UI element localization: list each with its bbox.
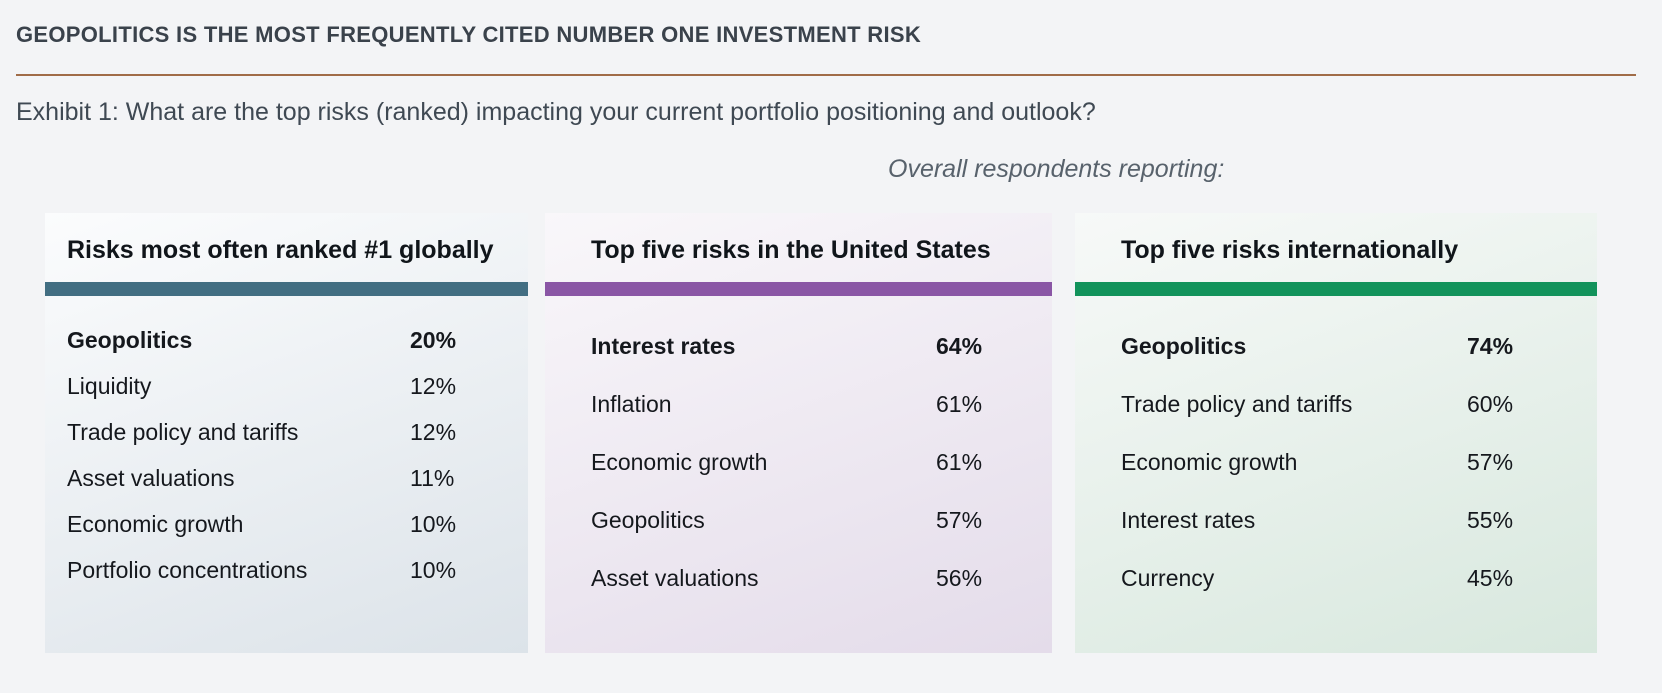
panel-us-risks: Top five risks in the United States Inte… bbox=[545, 213, 1052, 653]
risk-label: Economic growth bbox=[1121, 448, 1298, 475]
table-row: Geopolitics 20% bbox=[67, 317, 506, 363]
risk-value: 12% bbox=[410, 372, 457, 399]
risk-label: Trade policy and tariffs bbox=[1121, 390, 1353, 417]
table-row: Asset valuations 11% bbox=[67, 455, 506, 501]
panel-rows: Geopolitics 74% Trade policy and tariffs 60… bbox=[1121, 317, 1551, 607]
risk-value: 64% bbox=[936, 332, 983, 359]
risk-label: Liquidity bbox=[67, 372, 152, 399]
risk-label: Interest rates bbox=[1121, 506, 1256, 533]
risk-label: Geopolitics bbox=[591, 506, 705, 533]
risk-value: 61% bbox=[936, 448, 983, 475]
risk-label: Interest rates bbox=[591, 332, 736, 359]
risk-label: Asset valuations bbox=[67, 464, 235, 491]
table-row: Currency 45% bbox=[1121, 549, 1551, 607]
panel-title: Top five risks in the United States bbox=[591, 236, 991, 264]
panel-rows: Interest rates 64% Inflation 61% Economic gr… bbox=[591, 317, 1006, 607]
risk-value: 10% bbox=[410, 556, 457, 583]
risk-label: Economic growth bbox=[591, 448, 768, 475]
risk-label: Geopolitics bbox=[1121, 332, 1247, 359]
table-row: Inflation 61% bbox=[591, 375, 1006, 433]
panel-global-risks: Risks most often ranked #1 globally Geop… bbox=[45, 213, 528, 653]
risk-value: 55% bbox=[1467, 506, 1514, 533]
table-row: Asset valuations 56% bbox=[591, 549, 1006, 607]
risk-value: 61% bbox=[936, 390, 983, 417]
title-rule bbox=[16, 74, 1636, 76]
table-row: Interest rates 64% bbox=[591, 317, 1006, 375]
risk-value: 45% bbox=[1467, 564, 1514, 591]
risk-value: 74% bbox=[1467, 332, 1514, 359]
exhibit-caption: Exhibit 1: What are the top risks (ranke… bbox=[16, 98, 1096, 126]
risk-value: 20% bbox=[410, 326, 457, 353]
table-row: Liquidity 12% bbox=[67, 363, 506, 409]
risk-label: Geopolitics bbox=[67, 326, 193, 353]
risk-label: Asset valuations bbox=[591, 564, 759, 591]
risk-value: 11% bbox=[410, 464, 455, 491]
table-row: Portfolio concentrations 10% bbox=[67, 547, 506, 593]
risk-value: 60% bbox=[1467, 390, 1514, 417]
panel-international-risks: Top five risks internationally Geopoliti… bbox=[1075, 213, 1597, 653]
risk-value: 57% bbox=[1467, 448, 1514, 475]
table-row: Geopolitics 57% bbox=[591, 491, 1006, 549]
panel-title: Top five risks internationally bbox=[1121, 236, 1459, 264]
panel-title: Risks most often ranked #1 globally bbox=[67, 236, 494, 264]
panel-rows: Geopolitics 20% Liquidity 12% Trade policy a… bbox=[67, 317, 506, 593]
risk-value: 10% bbox=[410, 510, 457, 537]
respondents-note: Overall respondents reporting: bbox=[888, 155, 1225, 183]
risk-label: Inflation bbox=[591, 390, 672, 417]
risk-value: 57% bbox=[936, 506, 983, 533]
panel-accent-bar bbox=[545, 282, 1052, 296]
risk-label: Currency bbox=[1121, 564, 1215, 591]
risk-label: Trade policy and tariffs bbox=[67, 418, 299, 445]
panel-accent-bar bbox=[1075, 282, 1597, 296]
table-row: Trade policy and tariffs 12% bbox=[67, 409, 506, 455]
table-row: Interest rates 55% bbox=[1121, 491, 1551, 549]
risk-label: Portfolio concentrations bbox=[67, 556, 308, 583]
table-row: Trade policy and tariffs 60% bbox=[1121, 375, 1551, 433]
panel-accent-bar bbox=[45, 282, 528, 296]
table-row: Geopolitics 74% bbox=[1121, 317, 1551, 375]
table-row: Economic growth 57% bbox=[1121, 433, 1551, 491]
risk-value: 12% bbox=[410, 418, 457, 445]
risk-label: Economic growth bbox=[67, 510, 244, 537]
table-row: Economic growth 10% bbox=[67, 501, 506, 547]
table-row: Economic growth 61% bbox=[591, 433, 1006, 491]
risk-value: 56% bbox=[936, 564, 983, 591]
page-title: GEOPOLITICS IS THE MOST FREQUENTLY CITED… bbox=[16, 22, 922, 47]
